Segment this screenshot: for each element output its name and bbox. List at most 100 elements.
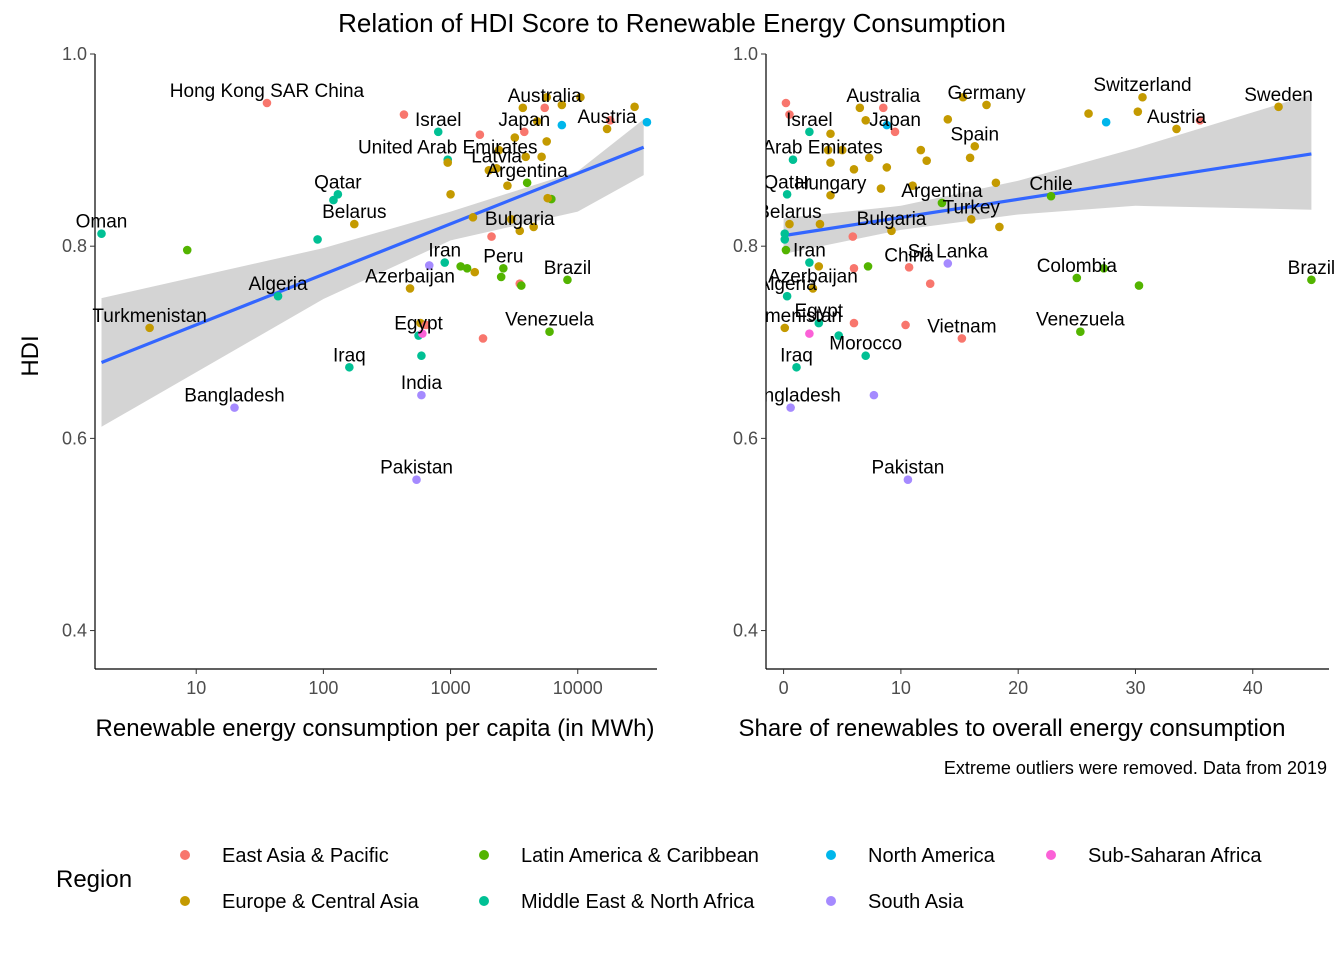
point-label: Austria: [577, 107, 637, 128]
data-point: [982, 100, 991, 110]
data-point: [792, 362, 801, 372]
data-point: [506, 214, 516, 224]
point-label: Colombia: [1037, 256, 1118, 277]
data-point: [1133, 107, 1143, 116]
data-point: [995, 222, 1004, 232]
data-point: [837, 145, 847, 155]
point-label: Spain: [950, 124, 999, 145]
data-point: [145, 323, 154, 333]
data-point: [345, 362, 354, 372]
data-point: [826, 190, 835, 200]
y-tick-label: 0.8: [62, 236, 87, 256]
point-label: Oman: [76, 212, 128, 233]
data-point: [313, 235, 322, 244]
chart-title: Relation of HDI Score to Renewable Energ…: [338, 8, 1006, 38]
data-point: [922, 156, 931, 165]
data-point: [943, 115, 953, 124]
data-point: [478, 334, 488, 343]
data-point: [966, 214, 976, 224]
data-point: [630, 102, 639, 112]
panel-renewable-share: 0.4 0.6 0.8 1.0 0 10 20 30 40 Israel United Arab E…: [703, 44, 1335, 698]
data-point: [1072, 273, 1082, 283]
legend-key: [826, 896, 836, 906]
data-point: [781, 245, 791, 255]
data-point: [1101, 117, 1111, 127]
data-point: [991, 178, 1001, 188]
point-label: Switzerland: [1093, 75, 1191, 96]
trend-line: [100, 145, 645, 364]
data-point: [468, 213, 478, 222]
confidence-band: [101, 119, 644, 427]
x-tick-label: 10000: [553, 678, 603, 698]
data-point: [882, 120, 892, 130]
data-point: [446, 189, 455, 199]
point-label: Bulgaria: [485, 209, 555, 230]
data-point: [540, 103, 550, 113]
point-label: United Arab Emirates: [703, 138, 883, 159]
point-label: Sweden: [1244, 85, 1313, 106]
data-point: [823, 145, 833, 155]
data-point: [424, 261, 434, 270]
y-tick-label: 0.6: [733, 428, 758, 448]
y-tick-label: 1.0: [62, 44, 87, 64]
data-point: [780, 235, 790, 244]
data-point: [849, 263, 859, 273]
y-tick-label: 1.0: [733, 44, 758, 64]
point-label: Pakistan: [380, 458, 453, 479]
point-label: Egypt: [394, 314, 443, 335]
point-label: Morocco: [829, 334, 902, 355]
data-point: [855, 103, 865, 113]
data-point: [826, 129, 835, 139]
data-point: [515, 226, 525, 236]
point-label: Peru: [483, 246, 523, 267]
point-label: Venezuela: [505, 310, 594, 331]
data-point: [786, 403, 795, 412]
data-point: [1076, 327, 1085, 337]
legend-key: [479, 850, 489, 860]
data-point: [808, 284, 818, 293]
data-point: [418, 329, 427, 338]
legend-key: [479, 896, 489, 906]
data-point: [1084, 109, 1093, 118]
x-tick-label: 20: [1008, 678, 1028, 698]
data-point: [1172, 124, 1181, 134]
data-point: [965, 153, 975, 163]
point-label: Hungary: [795, 173, 867, 194]
data-point: [417, 390, 426, 400]
point-label: United Arab Emirates: [358, 138, 538, 159]
data-point: [537, 152, 546, 162]
point-label: Sri Lanka: [908, 241, 989, 262]
legend-item-label: South Asia: [868, 891, 965, 913]
point-label: Qatar: [763, 172, 811, 193]
data-point: [518, 103, 528, 113]
data-point: [499, 263, 508, 273]
point-label: Iraq: [780, 345, 813, 366]
data-point: [861, 116, 870, 125]
data-point: [878, 103, 888, 113]
data-point: [903, 475, 913, 484]
data-point: [970, 141, 980, 151]
data-point: [349, 219, 359, 229]
data-point: [814, 318, 824, 328]
point-label: Bangladesh: [740, 386, 840, 407]
data-point: [782, 291, 792, 301]
data-point: [805, 329, 814, 338]
data-point: [433, 127, 443, 137]
data-point: [901, 320, 910, 330]
data-point: [781, 98, 791, 108]
point-label: Turkmenistan: [92, 306, 206, 327]
data-point: [864, 153, 874, 163]
data-point: [1195, 116, 1205, 125]
point-label: Chile: [1029, 174, 1072, 195]
y-axis-title: HDI: [17, 335, 44, 376]
y-tick-label: 0.8: [733, 236, 758, 256]
point-label: Japan: [869, 110, 921, 131]
data-point: [529, 222, 538, 232]
point-label: Belarus: [322, 202, 386, 223]
point-label: Iraq: [333, 345, 366, 366]
data-point: [1138, 92, 1147, 102]
point-label: India: [401, 373, 443, 394]
y-tick-label: 0.6: [62, 428, 87, 448]
x-tick-label: 40: [1243, 678, 1263, 698]
point-label: Azerbaijan: [365, 266, 455, 287]
